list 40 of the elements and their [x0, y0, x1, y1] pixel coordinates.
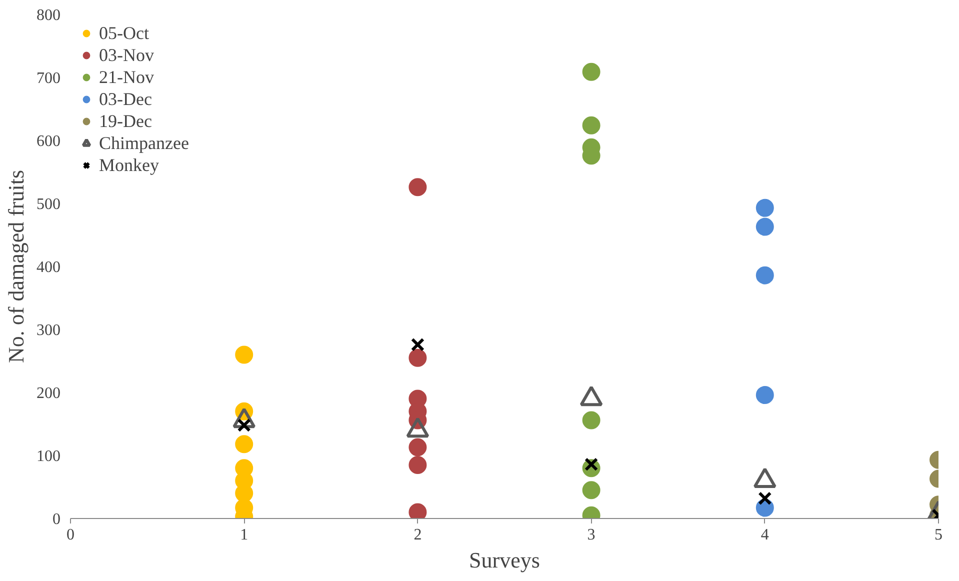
point [410, 338, 425, 352]
x-tick-label: 2 [414, 526, 422, 544]
legend-label: 05-Oct [99, 22, 149, 44]
point [582, 481, 600, 500]
y-tick-label: 0 [52, 511, 60, 528]
y-tick-label: 800 [36, 7, 60, 24]
point [235, 435, 254, 454]
y-tick-label: 700 [36, 70, 60, 87]
point [235, 346, 254, 364]
point [758, 492, 772, 506]
legend-label: 03-Dec [99, 88, 152, 110]
legend-label: 21-Nov [99, 66, 154, 88]
legend-label: 03-Nov [99, 44, 154, 66]
point [582, 411, 600, 430]
x-tick-label: 3 [587, 526, 596, 544]
point [756, 218, 774, 236]
x-axis-title: Surveys [469, 548, 540, 572]
y-axis-title: No. of damaged fruits [4, 170, 28, 364]
y-tick-label: 100 [36, 448, 60, 465]
y-tick-label: 500 [36, 196, 60, 213]
point [756, 266, 774, 284]
point [756, 386, 774, 404]
point [408, 438, 427, 456]
x-tick-label: 5 [934, 526, 942, 544]
point [408, 178, 427, 196]
x-tick-label: 1 [240, 526, 248, 544]
legend-label: Chimpanzee [99, 132, 189, 154]
y-tick-label: 300 [36, 322, 60, 339]
x-tick-label: 4 [760, 526, 769, 544]
point [756, 198, 774, 217]
point [408, 348, 427, 367]
y-tick-label: 600 [36, 133, 60, 150]
legend-label: 19-Dec [99, 110, 152, 132]
point [582, 116, 600, 134]
point [408, 456, 427, 474]
x-tick-label: 0 [66, 526, 74, 544]
y-tick-label: 200 [36, 385, 60, 402]
legend-label: Monkey [99, 154, 159, 176]
y-tick-label: 400 [36, 259, 60, 276]
point [582, 62, 600, 81]
